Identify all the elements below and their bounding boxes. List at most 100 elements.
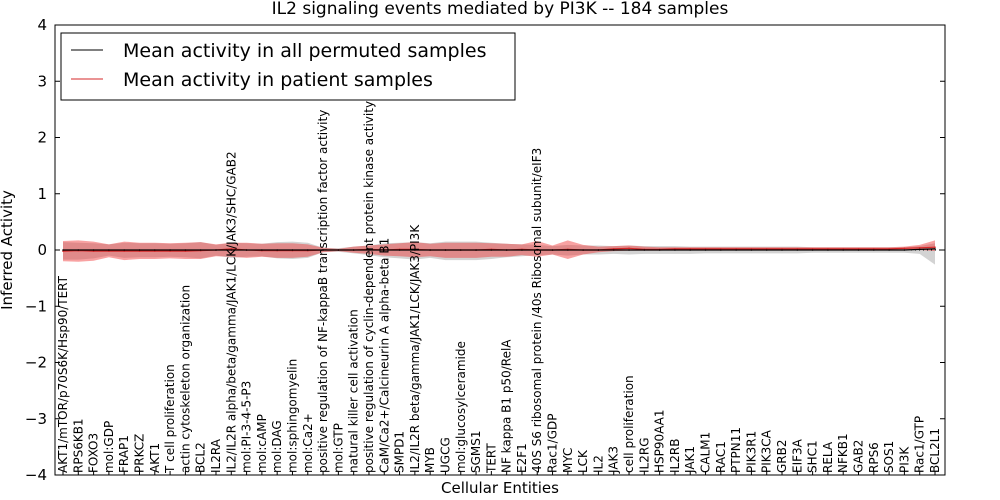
category-label: IL2/IL2R beta/gamma/JAK1/LCK/JAK3/PI3K: [408, 224, 422, 473]
point-1-49: [811, 248, 814, 250]
point-0-0: [62, 249, 64, 251]
point-0-37: [628, 249, 630, 251]
point-0-3: [108, 249, 110, 251]
legend-box: [60, 32, 516, 101]
y-tick-label: 0: [37, 241, 47, 259]
category-label: AKT1: [148, 443, 162, 473]
point-1-53: [873, 248, 875, 250]
category-label: FRAP1: [117, 435, 131, 473]
point-0-55: [903, 249, 906, 251]
y-tick-label: −1: [25, 297, 47, 315]
point-1-48: [796, 248, 799, 250]
point-1-56: [918, 246, 921, 249]
point-0-29: [505, 249, 508, 251]
category-label: 40S S6 ribosomal protein /40s Ribosomal …: [530, 148, 544, 473]
category-label: EIF3A: [790, 438, 804, 473]
category-label: NFKB1: [836, 433, 850, 473]
series-lines: [62, 246, 936, 252]
category-label: CaM/Ca2+/Calcineurin A alpha-beta B1: [377, 238, 391, 473]
y-tick-label: 4: [37, 16, 47, 34]
point-0-34: [582, 249, 584, 251]
category-label: PRKCZ: [132, 434, 146, 473]
category-label: IL2RG: [637, 438, 651, 474]
point-1-43: [720, 248, 722, 250]
category-label: RELA: [821, 441, 835, 473]
point-0-52: [857, 249, 860, 251]
y-tick-label: −4: [25, 466, 47, 484]
point-1-57: [934, 246, 936, 248]
point-1-42: [704, 248, 707, 250]
point-0-17: [322, 249, 324, 251]
point-1-46: [765, 248, 768, 250]
point-0-20: [368, 249, 370, 251]
y-tick-label: −2: [25, 354, 47, 372]
point-1-8: [184, 250, 187, 252]
point-0-44: [735, 249, 737, 251]
point-1-11: [230, 248, 233, 250]
chart-title: IL2 signaling events mediated by PI3K --…: [272, 0, 729, 19]
point-1-51: [842, 248, 845, 250]
point-0-2: [92, 249, 95, 251]
point-1-6: [153, 250, 156, 252]
category-label: LCK: [576, 449, 590, 473]
point-0-38: [643, 249, 646, 251]
category-label: HSP90AA1: [653, 409, 667, 473]
category-label: PTPN11: [729, 427, 743, 473]
y-axis: −4 −3 −2 −1 0 1 2 3 4: [25, 16, 945, 484]
point-0-47: [781, 249, 783, 251]
category-label: actin cytoskeleton organization: [178, 285, 192, 473]
point-0-49: [811, 249, 814, 251]
point-0-50: [827, 249, 829, 251]
category-label: GAB2: [852, 440, 866, 473]
point-0-21: [383, 249, 386, 251]
point-0-12: [245, 249, 248, 251]
category-label: CALM1: [699, 432, 713, 473]
point-0-57: [934, 248, 936, 250]
point-0-56: [918, 248, 921, 251]
point-0-39: [658, 249, 661, 251]
point-1-0: [62, 250, 64, 252]
point-0-33: [567, 249, 569, 251]
category-label: positive regulation of NF-kappaB transcr…: [316, 110, 330, 473]
point-1-2: [92, 250, 95, 252]
category-label: MYB: [423, 447, 437, 473]
point-0-11: [230, 249, 233, 251]
category-label: TERT: [484, 443, 498, 474]
point-1-45: [750, 248, 753, 250]
category-label: JAK1: [683, 446, 697, 474]
category-label: mol:PI-3-4-5-P3: [240, 381, 254, 473]
band-1: [63, 240, 935, 262]
point-0-9: [199, 249, 202, 251]
category-label: Rac1/GTP: [913, 416, 927, 473]
x-axis-title: Cellular Entities: [441, 479, 559, 497]
point-1-55: [903, 247, 906, 250]
category-label: mol:GTP: [331, 423, 345, 473]
category-label: mol:glucosylceramide: [454, 341, 468, 473]
point-0-54: [888, 249, 890, 251]
point-1-54: [888, 248, 890, 250]
category-label: BCL2L1: [928, 428, 942, 473]
point-0-31: [536, 249, 539, 251]
category-label: SOS1: [882, 441, 896, 473]
point-0-23: [414, 249, 416, 251]
point-0-22: [398, 249, 401, 251]
legend-label-permuted: Mean activity in all permuted samples: [123, 40, 486, 62]
point-0-7: [169, 249, 171, 251]
category-label: IL2: [591, 455, 605, 473]
point-1-40: [674, 248, 676, 250]
point-0-40: [674, 249, 676, 251]
category-label: RPS6KB1: [71, 418, 85, 473]
category-label: PIK3R1: [744, 431, 758, 473]
category-label: JAK3: [607, 446, 621, 474]
point-0-13: [261, 249, 263, 251]
point-0-6: [153, 249, 156, 251]
category-label: natural killer cell activation: [347, 309, 361, 473]
category-label: GRB2: [775, 439, 789, 473]
point-0-36: [612, 249, 615, 251]
category-label: E2F1: [515, 443, 529, 473]
point-0-24: [429, 249, 431, 251]
point-0-53: [873, 249, 875, 251]
point-0-10: [215, 249, 217, 251]
legend: Mean activity in all permuted samples Me…: [60, 32, 516, 101]
